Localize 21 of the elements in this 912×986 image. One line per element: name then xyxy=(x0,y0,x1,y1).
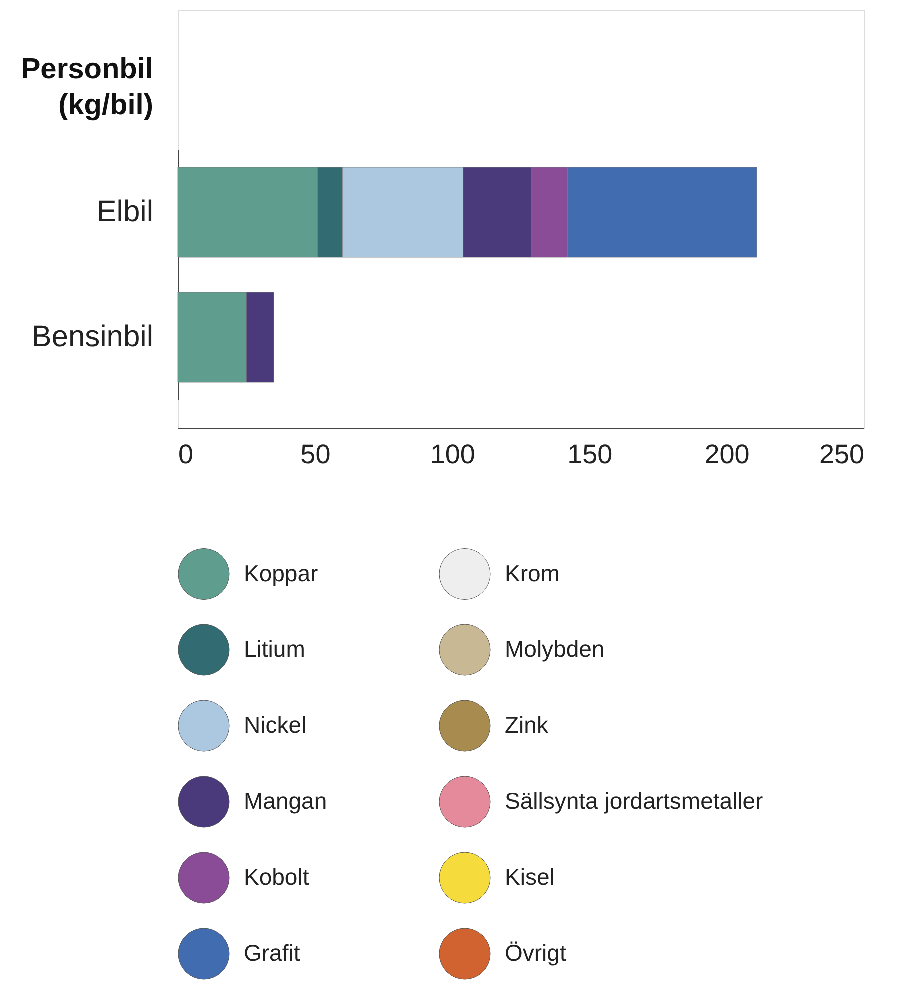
legend-label: Koppar xyxy=(244,560,319,586)
legend-label: Mangan xyxy=(244,788,328,814)
legend-label: Övrigt xyxy=(505,940,567,966)
x-tick-label: 0 xyxy=(178,440,194,470)
legend-label: Nickel xyxy=(244,712,307,738)
x-tick-label: 100 xyxy=(430,440,476,470)
legend-label: Molybden xyxy=(505,636,605,662)
legend-label: Krom xyxy=(505,560,560,586)
y-tick-label: Bensinbil xyxy=(32,320,154,354)
legend-label: Grafit xyxy=(244,940,301,966)
legend-label: Sällsynta jordartsmetaller xyxy=(505,788,764,814)
legend-label: Zink xyxy=(505,712,549,738)
x-tick-label: 200 xyxy=(704,440,750,470)
legend-label: Kobolt xyxy=(244,864,310,890)
x-tick-label: 50 xyxy=(300,440,331,470)
y-tick-label: Elbil xyxy=(96,196,154,228)
legend-label: Litium xyxy=(244,636,306,662)
y-axis-title: Personbil (kg/bil) xyxy=(21,54,154,122)
legend-label: Kisel xyxy=(505,864,555,890)
x-tick-label: 250 xyxy=(819,440,864,470)
x-tick-label: 150 xyxy=(568,440,613,470)
